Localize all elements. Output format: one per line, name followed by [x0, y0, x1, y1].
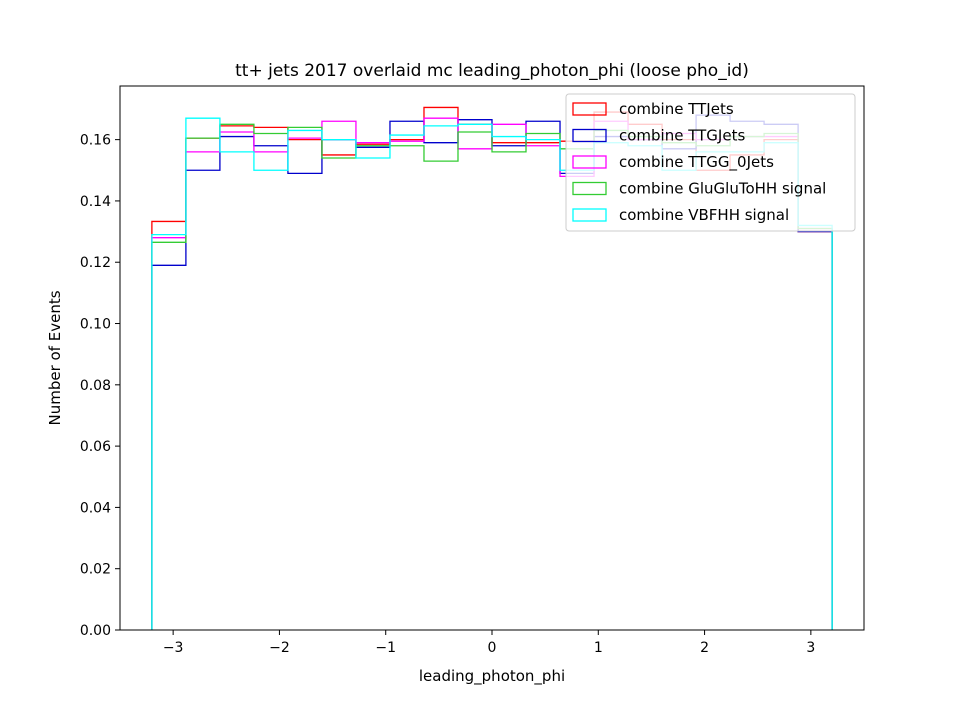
chart-title: tt+ jets 2017 overlaid mc leading_photon…	[235, 61, 749, 81]
y-axis-label: Number of Events	[46, 290, 64, 425]
y-tick-label: 0.16	[80, 133, 111, 149]
y-tick-label: 0.08	[80, 378, 111, 394]
x-axis: −3 −2 −1 0 1 2 3	[163, 630, 815, 656]
legend-swatch-4	[572, 181, 607, 196]
x-tick-label: 1	[594, 640, 603, 656]
y-tick-label: 0.10	[80, 317, 111, 333]
legend-swatch-2	[572, 128, 607, 143]
legend-label-3: combine TTGG_0Jets	[619, 153, 774, 172]
legend-label-1: combine TTJets	[619, 100, 734, 118]
x-axis-label: leading_photon_phi	[419, 667, 565, 686]
legend: combine TTJets combine TTGJets combine TTG…	[565, 93, 856, 232]
y-tick-label: 0.00	[80, 623, 111, 639]
x-tick-label: −2	[269, 640, 290, 656]
y-axis: 0.00 0.02 0.04 0.06 0.08 0.10 0.12 0.14 0.16	[80, 133, 120, 639]
x-tick-label: −1	[375, 640, 396, 656]
y-tick-label: 0.04	[80, 500, 111, 516]
legend-box	[565, 93, 856, 232]
legend-label-4: combine GluGluToHH signal	[619, 180, 826, 198]
y-tick-label: 0.14	[80, 194, 111, 210]
y-tick-label: 0.02	[80, 562, 111, 578]
x-tick-label: −3	[163, 640, 184, 656]
x-tick-label: 2	[700, 640, 709, 656]
x-tick-label: 0	[488, 640, 497, 656]
legend-swatch-3	[572, 155, 607, 169]
legend-label-5: combine VBFHH signal	[619, 206, 789, 224]
y-tick-label: 0.06	[80, 439, 111, 455]
x-tick-label: 3	[806, 640, 815, 656]
legend-swatch-5	[572, 208, 607, 222]
legend-label-2: combine TTGJets	[619, 127, 745, 145]
legend-swatch-1	[572, 102, 607, 116]
y-tick-label: 0.12	[80, 255, 111, 271]
